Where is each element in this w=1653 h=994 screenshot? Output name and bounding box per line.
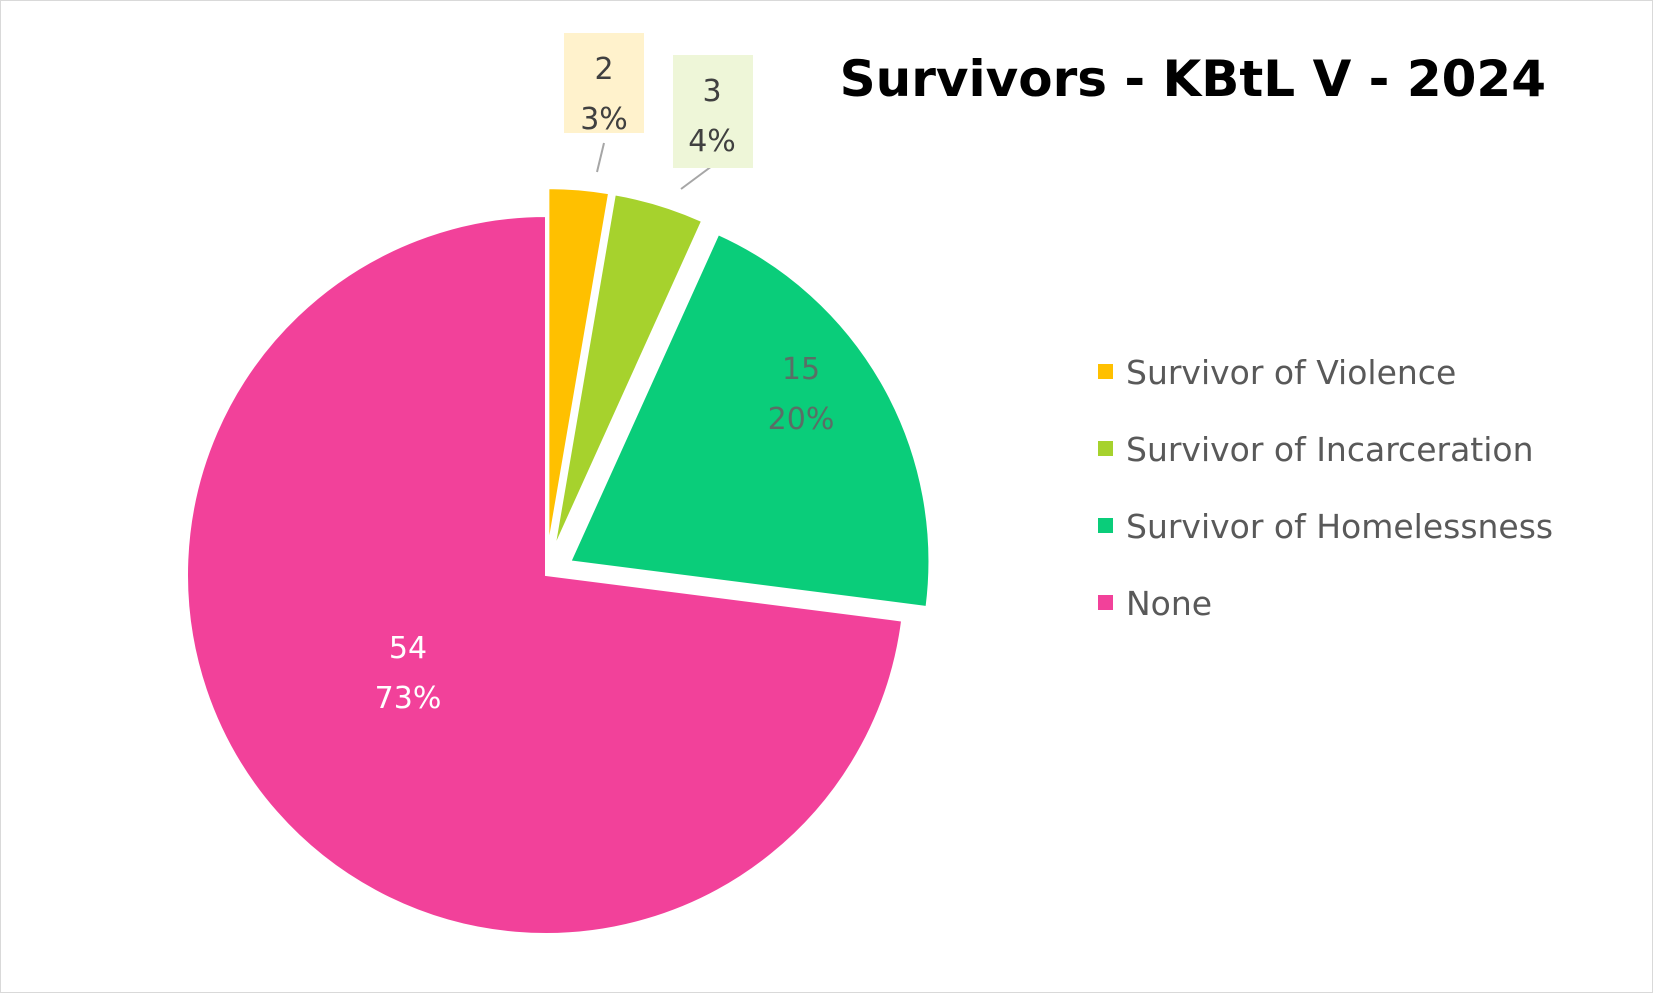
data-label-percent: 3% — [580, 102, 628, 137]
pie-slice-survivor-of-violence — [547, 187, 611, 548]
legend: Survivor of Violence Survivor of Incarcer… — [1098, 353, 1553, 623]
chart-title: Survivors - KBtL V - 2024 — [840, 50, 1546, 108]
data-label-box — [673, 55, 753, 168]
legend-label: Survivor of Violence — [1126, 353, 1456, 392]
data-label-value: 3 — [702, 74, 721, 109]
data-label-box — [564, 33, 644, 133]
legend-label: None — [1126, 584, 1212, 623]
data-label-value: 15 — [782, 352, 820, 387]
legend-label: Survivor of Homelessness — [1126, 507, 1553, 546]
legend-swatch — [1098, 441, 1113, 456]
leader-line — [680, 165, 713, 190]
legend-label: Survivor of Incarceration — [1126, 430, 1534, 469]
legend-swatch — [1098, 364, 1113, 379]
data-label-value: 2 — [594, 52, 613, 87]
leader-lines — [596, 142, 713, 190]
legend-swatch — [1098, 595, 1113, 610]
pie-slice-survivor-of-incarceration — [553, 193, 704, 549]
pie-slice-none — [186, 214, 904, 935]
data-labels: 2 3% 3 4% 15 20% 54 73% — [375, 33, 835, 716]
leader-line — [596, 142, 605, 173]
data-label-value: 54 — [389, 631, 427, 666]
legend-swatch — [1098, 518, 1113, 533]
data-label-percent: 20% — [768, 402, 835, 437]
pie-slices — [186, 187, 931, 935]
data-label-percent: 4% — [688, 124, 736, 159]
pie-slice-survivor-of-homelessness — [568, 232, 931, 609]
data-label-percent: 73% — [375, 681, 442, 716]
